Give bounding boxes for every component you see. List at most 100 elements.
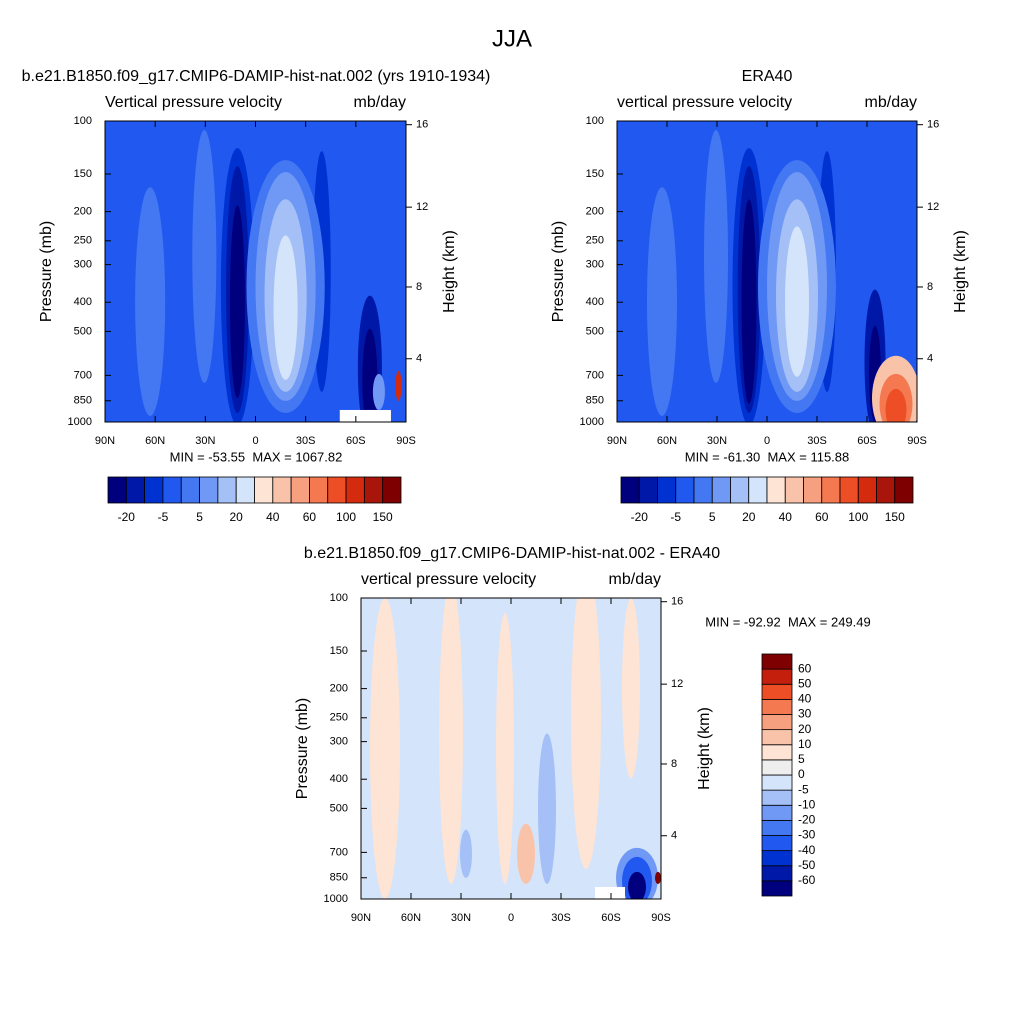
panel-title: b.e21.B1850.f09_g17.CMIP6-DAMIP-hist-nat… bbox=[22, 68, 491, 85]
colorbar-box bbox=[761, 850, 793, 867]
min-max-stats: MIN = -92.92 MAX = 249.49 bbox=[705, 614, 870, 629]
y-tick-label: 1000 bbox=[324, 893, 348, 905]
right-label: mb/day bbox=[865, 94, 917, 111]
colorbar-box bbox=[761, 714, 793, 731]
fill-region bbox=[496, 613, 514, 884]
y-tick-label: 150 bbox=[330, 645, 348, 657]
y-axis-label: Pressure (mb) bbox=[550, 221, 567, 322]
colorbar-box bbox=[272, 476, 292, 504]
colorbar-label: -30 bbox=[798, 828, 816, 842]
panel: b.e21.B1850.f09_g17.CMIP6-DAMIP-hist-nat… bbox=[22, 68, 491, 524]
y-tick-label: 250 bbox=[586, 235, 604, 247]
colorbar-label: -20 bbox=[798, 813, 816, 827]
x-tick-label: 0 bbox=[508, 912, 514, 924]
colorbar-box bbox=[382, 476, 402, 504]
y2-tick-label: 16 bbox=[927, 119, 939, 131]
colorbar-box bbox=[761, 804, 793, 821]
colorbar-box bbox=[235, 476, 255, 504]
fill-region bbox=[192, 130, 217, 383]
y2-tick-label: 4 bbox=[416, 353, 422, 365]
colorbar-label: 20 bbox=[798, 722, 812, 736]
y-tick-label: 850 bbox=[74, 395, 92, 407]
y-tick-label: 500 bbox=[74, 325, 92, 337]
fill-region bbox=[370, 598, 400, 899]
x-tick-label: 30N bbox=[707, 435, 727, 447]
colorbar-label: 5 bbox=[798, 752, 805, 766]
y2-axis-label: Height (km) bbox=[441, 230, 458, 313]
left-label: Vertical pressure velocity bbox=[105, 94, 282, 111]
contour-fill bbox=[105, 121, 406, 422]
colorbar-box bbox=[761, 668, 793, 685]
y-tick-label: 850 bbox=[586, 395, 604, 407]
x-tick-label: 90S bbox=[396, 435, 416, 447]
y2-tick-label: 4 bbox=[671, 830, 677, 842]
colorbar-label: -60 bbox=[798, 873, 816, 887]
colorbar-box bbox=[761, 759, 793, 776]
colorbar-label: -5 bbox=[158, 510, 169, 524]
panel: ERA40 vertical pressure velocity mb/day Pre… bbox=[550, 68, 969, 524]
fill-region bbox=[460, 829, 472, 878]
min-max-stats: MIN = -53.55 MAX = 1067.82 bbox=[170, 449, 343, 464]
x-tick-label: 60N bbox=[401, 912, 421, 924]
x-tick-label: 0 bbox=[764, 435, 770, 447]
colorbar-label: -5 bbox=[670, 510, 681, 524]
x-tick-label: 60S bbox=[601, 912, 621, 924]
colorbar-box bbox=[761, 683, 793, 700]
colorbar-box bbox=[657, 476, 677, 504]
colorbar-box bbox=[125, 476, 146, 504]
y-tick-label: 500 bbox=[586, 325, 604, 337]
fill-region bbox=[741, 199, 757, 404]
x-tick-label: 90S bbox=[907, 435, 927, 447]
left-label: vertical pressure velocity bbox=[361, 571, 536, 588]
y-tick-label: 250 bbox=[74, 235, 92, 247]
colorbar-box bbox=[761, 819, 793, 836]
y-axis-label: Pressure (mb) bbox=[294, 698, 311, 799]
x-tick-label: 30N bbox=[451, 912, 471, 924]
colorbar-label: -20 bbox=[631, 510, 649, 524]
fill-region bbox=[538, 733, 556, 884]
colorbar-box bbox=[675, 476, 695, 504]
y-tick-label: 100 bbox=[330, 592, 348, 604]
y2-tick-label: 16 bbox=[416, 119, 428, 131]
fill-region bbox=[273, 235, 298, 380]
y-tick-label: 150 bbox=[586, 168, 604, 180]
colorbar-box bbox=[761, 774, 793, 791]
colorbar-box bbox=[345, 476, 365, 504]
colorbar-box bbox=[857, 476, 877, 504]
colorbar-label: 100 bbox=[336, 510, 356, 524]
y-tick-label: 200 bbox=[74, 206, 92, 218]
colorbar-box bbox=[761, 729, 793, 746]
colorbar-box bbox=[180, 476, 200, 504]
colorbar-label: 60 bbox=[303, 510, 317, 524]
colorbar-box bbox=[784, 476, 804, 504]
colorbar-label: 40 bbox=[779, 510, 793, 524]
y2-tick-label: 8 bbox=[416, 281, 422, 293]
colorbar-box bbox=[711, 476, 731, 504]
x-tick-label: 90N bbox=[351, 912, 371, 924]
fill-region bbox=[622, 598, 640, 779]
colorbar-label: 60 bbox=[798, 661, 812, 675]
colorbar-box bbox=[894, 476, 914, 504]
colorbar-box bbox=[162, 476, 182, 504]
colorbar-label: 5 bbox=[709, 510, 716, 524]
colorbar-box bbox=[761, 865, 793, 882]
y-tick-label: 100 bbox=[586, 115, 604, 127]
contour-fill bbox=[361, 598, 661, 899]
y-tick-label: 300 bbox=[586, 259, 604, 271]
y2-tick-label: 12 bbox=[927, 201, 939, 213]
y-tick-label: 300 bbox=[330, 736, 348, 748]
colorbar-label: 20 bbox=[230, 510, 244, 524]
y2-axis-label: Height (km) bbox=[696, 707, 713, 790]
y-tick-label: 200 bbox=[330, 683, 348, 695]
contour-fill bbox=[617, 121, 917, 422]
colorbar-box bbox=[309, 476, 329, 504]
x-tick-label: 60N bbox=[145, 435, 165, 447]
left-label: vertical pressure velocity bbox=[617, 94, 792, 111]
colorbar-box bbox=[199, 476, 219, 504]
y-tick-label: 400 bbox=[74, 296, 92, 308]
y-tick-label: 400 bbox=[330, 773, 348, 785]
fill-region bbox=[517, 823, 535, 884]
y-tick-label: 250 bbox=[330, 712, 348, 724]
